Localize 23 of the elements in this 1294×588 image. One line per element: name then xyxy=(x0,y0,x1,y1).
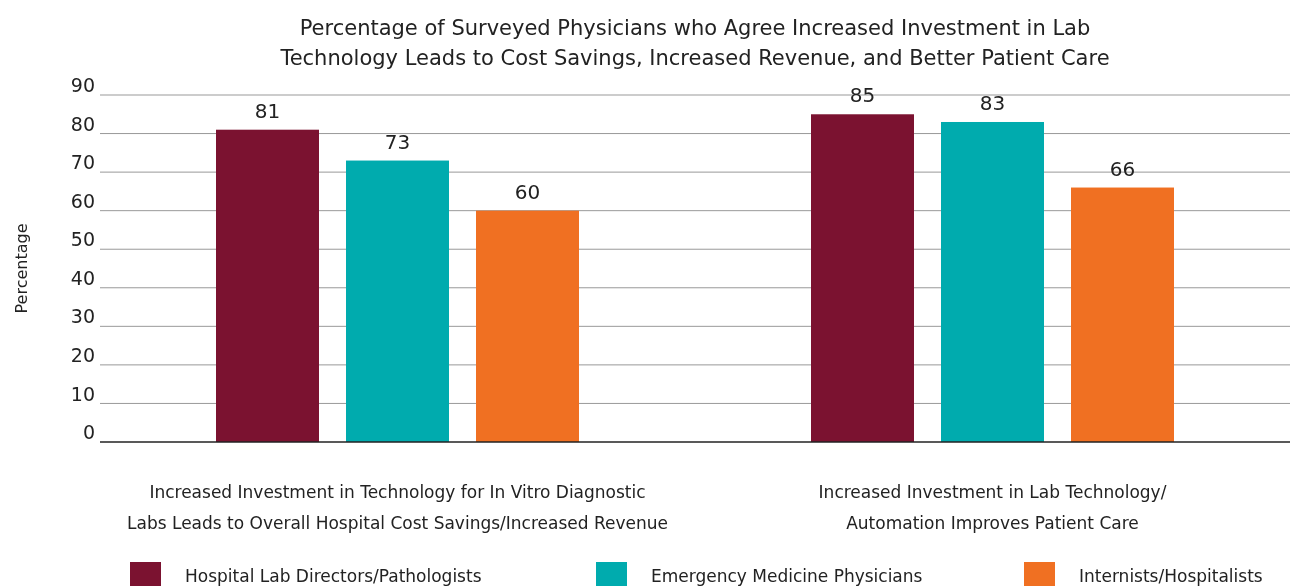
y-tick-label: 90 xyxy=(70,74,95,97)
y-tick-label: 0 xyxy=(82,421,95,444)
y-axis-title: Percentage xyxy=(12,223,31,314)
legend-label: Internists/Hospitalists xyxy=(1079,566,1263,586)
legend-label: Hospital Lab Directors/Pathologists xyxy=(185,566,482,586)
y-tick-label: 70 xyxy=(70,151,95,174)
y-tick-label: 60 xyxy=(70,189,95,212)
y-tick-label: 20 xyxy=(70,344,95,367)
data-label: 85 xyxy=(849,83,876,108)
x-tick-label: Increased Investment in Lab Technology/ Automation Improves Patient Care xyxy=(818,482,1167,533)
data-label: 66 xyxy=(1109,156,1136,181)
y-tick-label: 30 xyxy=(70,305,95,328)
chart-title: Percentage of Surveyed Physicians who Agree Increased Investment in Lab Technology Leads to Cost Savings, Increased Revenue, and Better Patient Care xyxy=(279,16,1110,70)
data-label: 81 xyxy=(254,98,281,123)
x-tick-label: Increased Investment in Technology for In Vitro Diagnostic Labs Leads to Overall Hospital Cost Savings/Increased Revenue xyxy=(127,482,668,533)
y-tick-label: 50 xyxy=(70,228,95,251)
data-label: 73 xyxy=(384,129,411,154)
y-tick-label: 10 xyxy=(70,382,95,405)
y-tick-label: 80 xyxy=(70,112,95,135)
data-label: 60 xyxy=(514,179,541,204)
legend-label: Emergency Medicine Physicians xyxy=(651,566,923,586)
data-label: 83 xyxy=(979,90,1006,115)
y-tick-label: 40 xyxy=(70,266,95,289)
